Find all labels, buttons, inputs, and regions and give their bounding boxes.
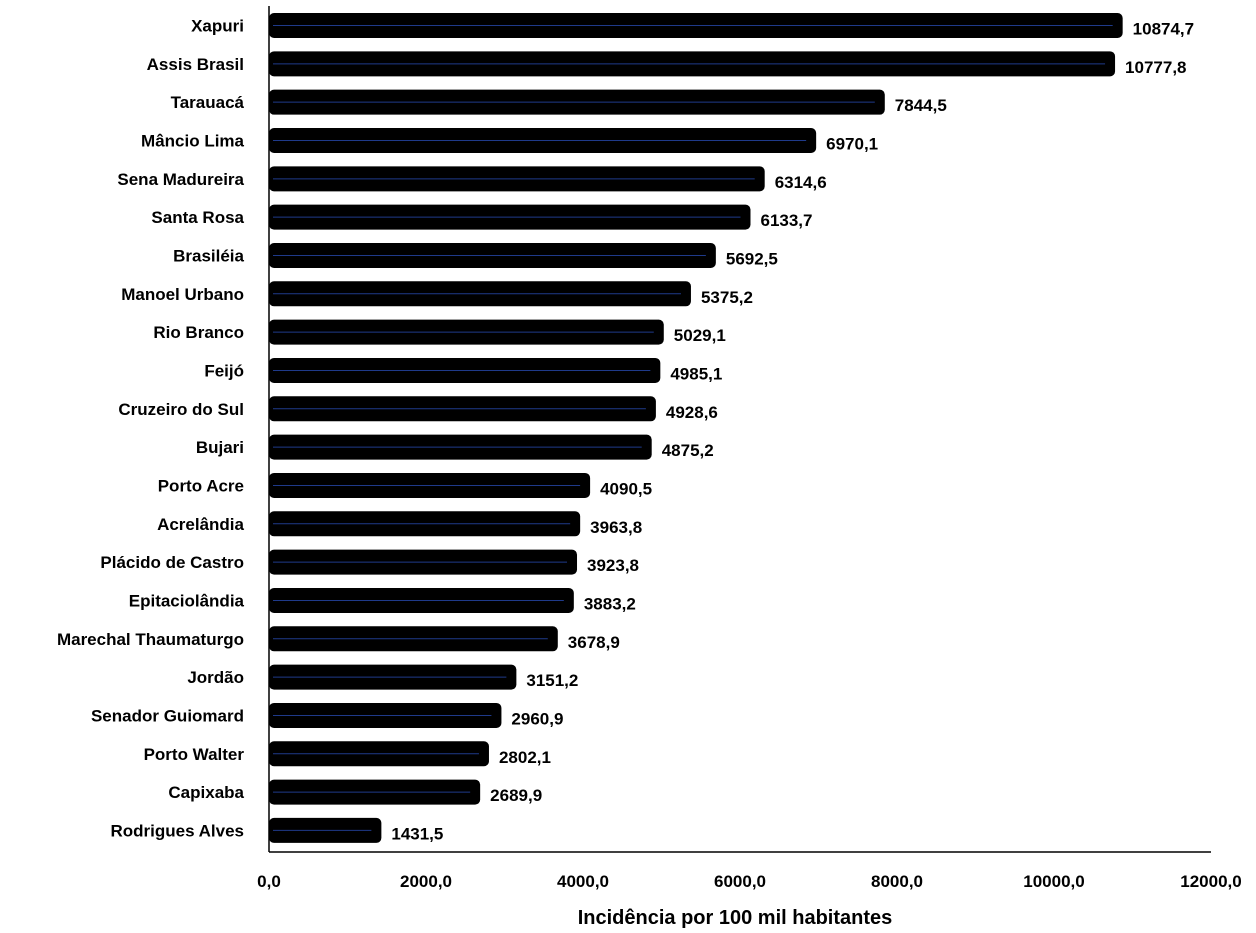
category-label: Marechal Thaumaturgo <box>57 630 244 649</box>
value-label: 2802,1 <box>499 748 551 767</box>
value-label: 7844,5 <box>895 96 947 115</box>
value-label: 3883,2 <box>584 594 636 613</box>
category-label: Xapuri <box>191 17 244 36</box>
category-labels-group: Xapuri Assis Brasil Tarauacá Mâncio Lima Sen… <box>57 17 245 841</box>
category-label: Jordão <box>187 668 244 687</box>
category-label: Bujari <box>196 438 244 457</box>
category-label: Acrelândia <box>157 515 244 534</box>
value-label: 3923,8 <box>587 556 639 575</box>
category-label: Porto Walter <box>144 745 245 764</box>
x-tick-label: 10000,0 <box>1023 872 1084 891</box>
category-label: Senador Guiomard <box>91 706 244 725</box>
value-label: 10777,8 <box>1125 58 1186 77</box>
category-label: Capixaba <box>168 783 244 802</box>
value-label: 6314,6 <box>775 173 827 192</box>
x-tick-labels-group: 0,0 2000,0 4000,0 6000,0 8000,0 10000,0 12000,… <box>257 872 1242 891</box>
category-label: Mâncio Lima <box>141 131 245 150</box>
value-label: 3678,9 <box>568 633 620 652</box>
category-label: Rodrigues Alves <box>110 821 244 840</box>
category-label: Brasiléia <box>173 246 244 265</box>
category-label: Cruzeiro do Sul <box>118 400 244 419</box>
x-tick-label: 2000,0 <box>400 872 452 891</box>
value-label: 3151,2 <box>526 671 578 690</box>
category-label: Santa Rosa <box>151 208 244 227</box>
category-label: Porto Acre <box>158 476 244 495</box>
category-label: Feijó <box>204 361 244 380</box>
category-label: Tarauacá <box>171 93 245 112</box>
value-label: 3963,8 <box>590 518 642 537</box>
x-tick-label: 0,0 <box>257 872 281 891</box>
value-label: 4090,5 <box>600 479 652 498</box>
category-label: Manoel Urbano <box>121 285 244 304</box>
category-label: Epitaciolândia <box>129 591 245 610</box>
value-label: 6970,1 <box>826 134 878 153</box>
value-label: 1431,5 <box>391 824 443 843</box>
value-labels-group: 10874,7 10777,8 7844,5 6970,1 6314,6 6133,7 56… <box>391 20 1194 844</box>
bars-group <box>269 13 1123 843</box>
x-tick-label: 8000,0 <box>871 872 923 891</box>
value-label: 4875,2 <box>662 441 714 460</box>
x-tick-label: 6000,0 <box>714 872 766 891</box>
category-label: Assis Brasil <box>147 55 244 74</box>
value-label: 6133,7 <box>760 211 812 230</box>
value-label: 2960,9 <box>511 709 563 728</box>
value-label: 4985,1 <box>670 364 722 383</box>
category-label: Sena Madureira <box>117 170 244 189</box>
value-label: 4928,6 <box>666 403 718 422</box>
value-label: 5375,2 <box>701 288 753 307</box>
value-label: 2689,9 <box>490 786 542 805</box>
value-label: 5692,5 <box>726 249 778 268</box>
x-tick-label: 4000,0 <box>557 872 609 891</box>
x-tick-label: 12000,0 <box>1180 872 1241 891</box>
category-label: Rio Branco <box>153 323 244 342</box>
category-label: Plácido de Castro <box>100 553 244 572</box>
x-axis-title: Incidência por 100 mil habitantes <box>578 907 893 929</box>
value-label: 10874,7 <box>1133 20 1194 39</box>
value-label: 5029,1 <box>674 326 726 345</box>
